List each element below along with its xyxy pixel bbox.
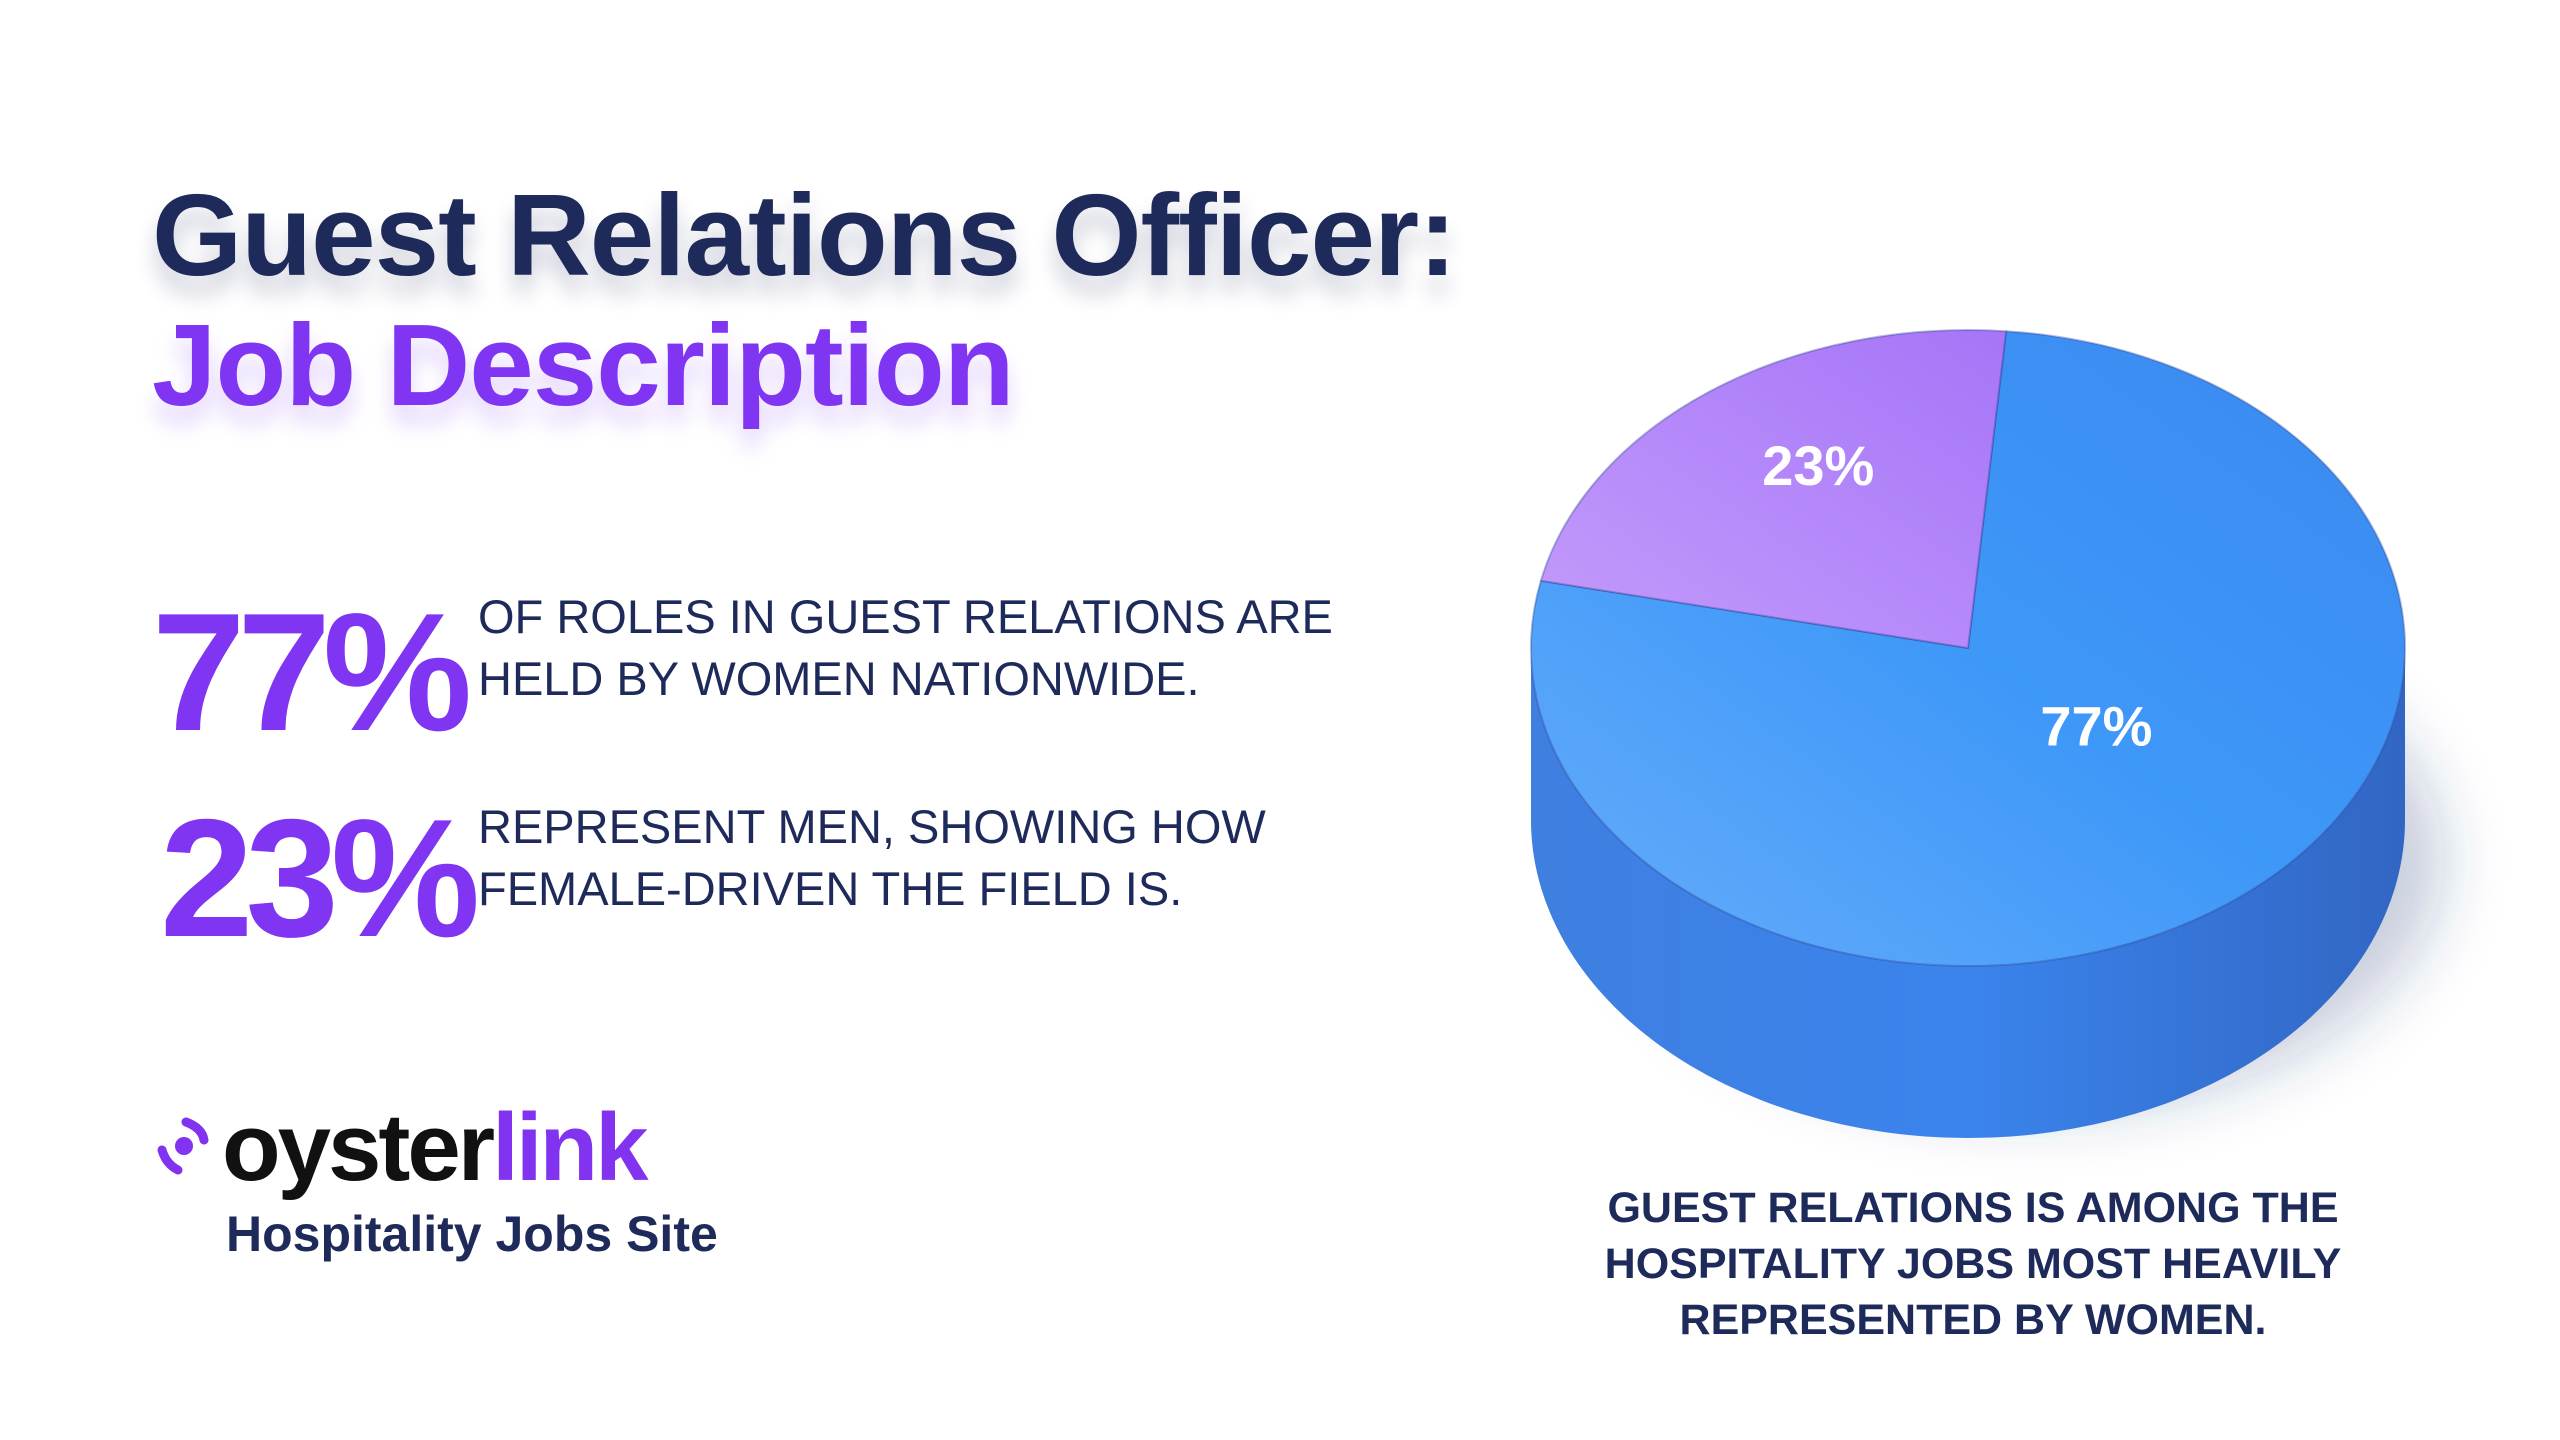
caption-line: REPRESENTED BY WOMEN. xyxy=(1679,1296,2267,1344)
pie-slice xyxy=(1539,329,2008,649)
logo-wordmark: oysterlink xyxy=(222,1100,649,1196)
pie-side xyxy=(1531,648,2405,1138)
pie-slice-label: 23% xyxy=(1762,434,1874,497)
stat-text-men: REPRESENT MEN, SHOWING HOW FEMALE-DRIVEN… xyxy=(478,796,1266,920)
stat-text-line: HELD BY WOMEN NATIONWIDE. xyxy=(478,652,1200,705)
stat-text-line: REPRESENT MEN, SHOWING HOW xyxy=(478,800,1266,853)
logo-part-1: oyster xyxy=(222,1094,495,1201)
caption-line: GUEST RELATIONS IS AMONG THE xyxy=(1607,1184,2339,1232)
pie-slice xyxy=(1530,330,2406,967)
pie-caption: GUEST RELATIONS IS AMONG THE HOSPITALITY… xyxy=(1560,1180,2386,1348)
title-line-2: Job Description xyxy=(152,300,1015,430)
stat-text-line: OF ROLES IN GUEST RELATIONS ARE xyxy=(478,590,1333,643)
oyster-logo-icon xyxy=(157,1117,209,1175)
stat-value-women: 77% xyxy=(152,578,472,766)
logo-tagline: Hospitality Jobs Site xyxy=(226,1206,718,1262)
logo-part-2: link xyxy=(492,1094,648,1201)
caption-line: HOSPITALITY JOBS MOST HEAVILY xyxy=(1604,1240,2342,1288)
pie-slice-label: 77% xyxy=(2040,694,2152,757)
title-line-1: Guest Relations Officer: xyxy=(152,170,1457,300)
stat-text-women: OF ROLES IN GUEST RELATIONS ARE HELD BY … xyxy=(478,586,1333,710)
stat-text-line: FEMALE-DRIVEN THE FIELD IS. xyxy=(478,862,1183,915)
stat-value-men: 23% xyxy=(160,784,480,972)
